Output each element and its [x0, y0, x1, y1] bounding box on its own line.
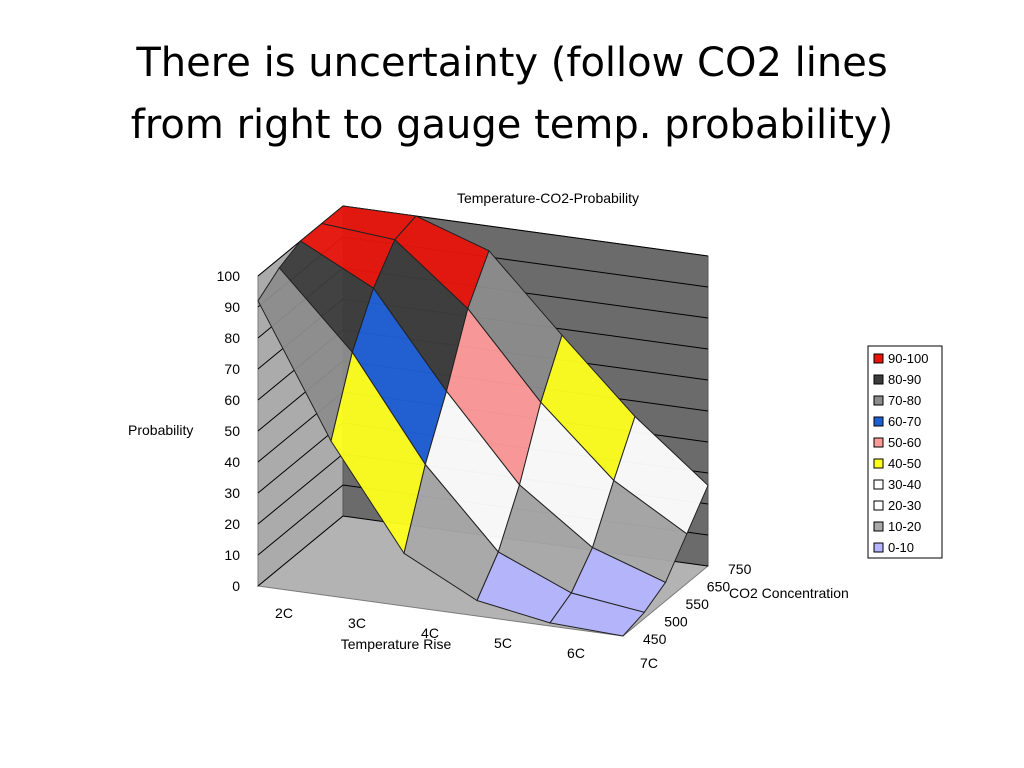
x-tick-label: 5C: [494, 635, 512, 651]
legend-swatch: [873, 416, 884, 427]
legend-swatch: [873, 479, 884, 490]
legend: 90-100 80-90 70-80 60-70 50-60 40-50 30-40 20-3…: [867, 345, 943, 559]
z-tick-label: 50: [224, 423, 240, 439]
y-tick-label: 750: [728, 561, 752, 577]
x-tick-label: 4C: [421, 625, 439, 641]
surface-cell: [549, 592, 646, 637]
z-tick-label: 70: [224, 361, 240, 377]
legend-swatch: [873, 437, 884, 448]
legend-label: 70-80: [888, 393, 921, 408]
legend-label: 50-60: [888, 435, 921, 450]
x-tick-label: 2C: [275, 605, 293, 621]
z-axis-ticks: 0 10 20 30 40 50 60 70 80 90 100: [217, 268, 241, 594]
slide-title: There is uncertainty (follow CO2 lines f…: [0, 32, 1024, 156]
legend-label: 30-40: [888, 477, 921, 492]
z-tick-label: 90: [224, 299, 240, 315]
z-tick-label: 0: [232, 578, 240, 594]
legend-swatch: [873, 395, 884, 406]
z-tick-label: 20: [224, 516, 240, 532]
legend-swatch: [873, 542, 884, 553]
x-axis-ticks: 2C 3C 4C 5C 6C 7C: [275, 605, 658, 671]
chart-title: Temperature-CO2-Probability: [457, 190, 639, 206]
legend-swatch: [873, 500, 884, 511]
y-tick-label: 650: [707, 579, 731, 595]
legend-label: 80-90: [888, 372, 921, 387]
x-tick-label: 7C: [640, 655, 658, 671]
legend-swatch: [873, 521, 884, 532]
legend-label: 90-100: [888, 351, 928, 366]
legend-swatch: [873, 458, 884, 469]
z-tick-label: 80: [224, 330, 240, 346]
legend-label: 20-30: [888, 498, 921, 513]
y-tick-label: 450: [643, 631, 667, 647]
legend-swatch: [873, 374, 884, 385]
y-tick-label: 500: [664, 614, 688, 630]
z-tick-label: 100: [217, 268, 241, 284]
legend-label: 60-70: [888, 414, 921, 429]
legend-swatch: [873, 353, 884, 364]
z-tick-label: 40: [224, 454, 240, 470]
x-tick-label: 6C: [567, 645, 585, 661]
surface-mesh: [257, 205, 709, 637]
title-line-1: There is uncertainty (follow CO2 lines: [136, 40, 888, 86]
legend-label: 10-20: [888, 519, 921, 534]
z-axis-title: Probability: [128, 422, 193, 438]
x-tick-label: 3C: [348, 615, 366, 631]
legend-label: 40-50: [888, 456, 921, 471]
z-tick-label: 30: [224, 485, 240, 501]
y-axis-title: CO2 Concentration: [729, 585, 849, 601]
z-tick-label: 60: [224, 392, 240, 408]
x-axis-title: Temperature Rise: [341, 636, 452, 652]
title-line-2: from right to gauge temp. probability): [130, 102, 894, 148]
legend-label: 0-10: [888, 540, 914, 555]
y-tick-label: 550: [686, 596, 710, 612]
z-tick-label: 10: [224, 547, 240, 563]
